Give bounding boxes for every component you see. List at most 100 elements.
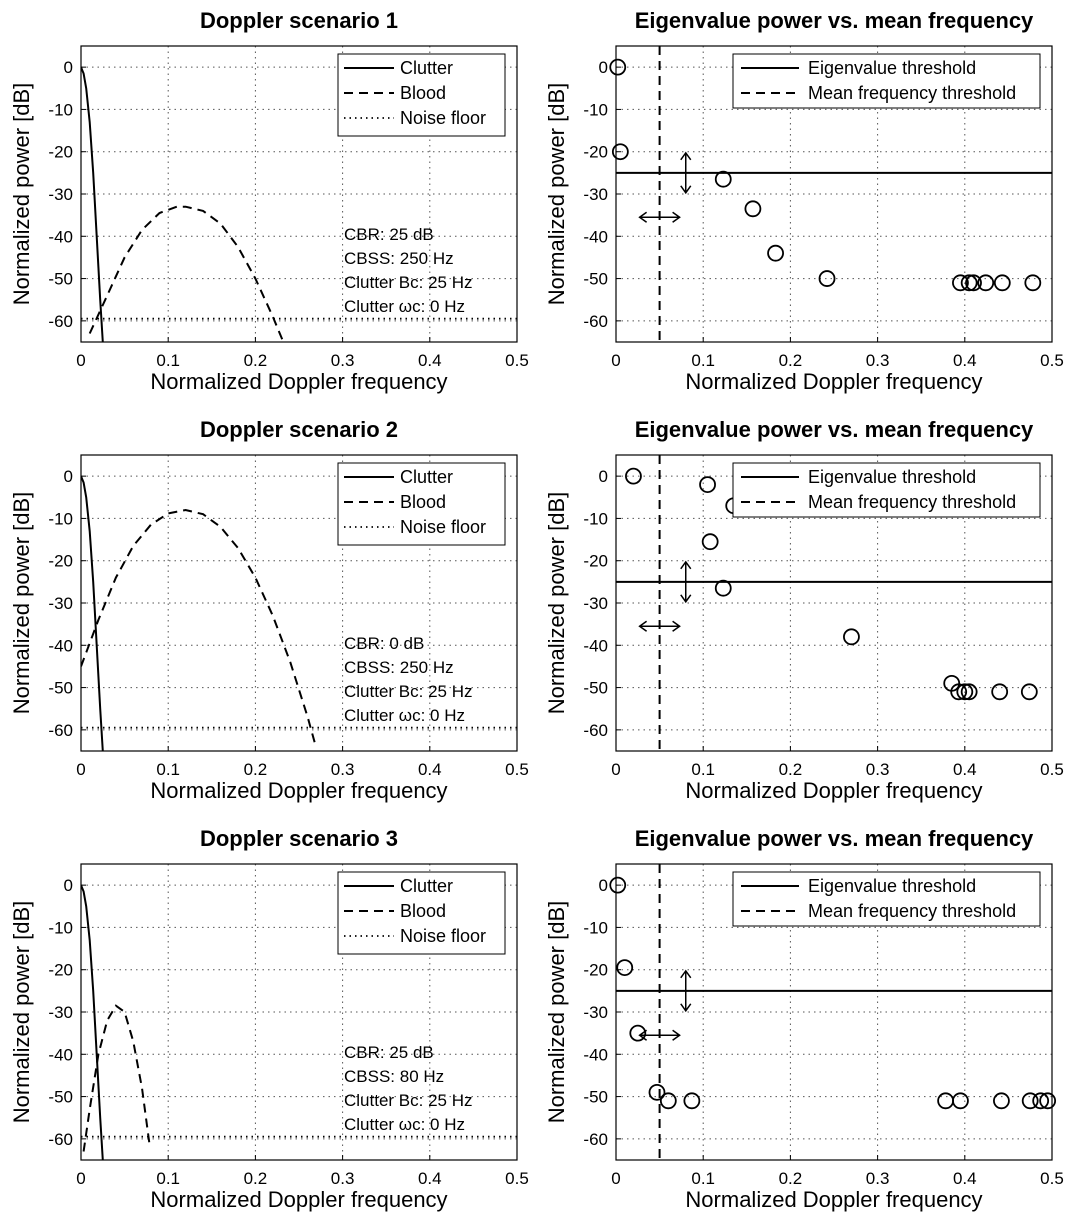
legend-label-eigenvalue-threshold: Eigenvalue threshold <box>808 58 976 78</box>
eigenvalue-marker <box>952 1092 969 1110</box>
eigenvalue-marker <box>991 683 1009 701</box>
legend-label-noise-floor: Noise floor <box>400 108 486 128</box>
y-tick-label: -20 <box>48 143 73 162</box>
x-tick-label: 0.1 <box>156 351 180 370</box>
x-tick-label: 0.5 <box>505 351 529 370</box>
y-tick-label: -50 <box>583 1088 608 1107</box>
legend-label-mean-frequency-threshold: Mean frequency threshold <box>808 83 1016 103</box>
x-tick-label: 0.2 <box>779 351 803 370</box>
eigenvalue-marker <box>960 683 978 701</box>
y-tick-label: -20 <box>48 961 73 980</box>
y-tick-label: -30 <box>583 185 608 204</box>
eigenvalue-marker <box>609 876 627 894</box>
legend <box>732 871 1041 927</box>
axes-frame <box>615 863 1053 1161</box>
x-tick-label: 0.5 <box>1040 1169 1064 1188</box>
y-tick-label: 0 <box>599 876 608 895</box>
y-tick-label: -30 <box>583 594 608 613</box>
legend-label-mean-frequency-threshold: Mean frequency threshold <box>808 492 1016 512</box>
y-tick-label: -50 <box>583 679 608 698</box>
series-line-clutter <box>81 475 104 751</box>
panel-doppler-scenario-1: 0 0.1 0.2 0.3 0.4 0.5 0 -10 -20 -30 -40 -50 -60 Doppl… <box>9 8 529 394</box>
y-tick-label: -60 <box>583 312 608 331</box>
y-tick-label: -10 <box>48 100 73 119</box>
legend-label-blood: Blood <box>400 83 446 103</box>
axes-frame <box>615 45 1053 343</box>
chart-title: Eigenvalue power vs. mean frequency <box>635 8 1034 33</box>
eigenvalue-marker <box>843 628 860 646</box>
chart-title: Doppler scenario 1 <box>200 8 398 33</box>
legend <box>732 53 1041 109</box>
x-tick-label: 0.5 <box>1040 760 1064 779</box>
x-tick-label: 0.3 <box>866 1169 890 1188</box>
eigenvalue-marker <box>714 579 732 597</box>
eigenvalue-marker <box>616 959 634 976</box>
legend-label-noise-floor: Noise floor <box>400 517 486 537</box>
annotation-cbr: CBR: 25 dB <box>344 225 434 244</box>
panel-eigenvalue-3: 0 0.1 0.2 0.3 0.4 0.5 0 -10 -20 -30 -40 -50 -60 Eigen… <box>544 826 1064 1212</box>
horizontal-arrowheads <box>638 1029 681 1041</box>
eigenvalue-marker <box>1024 274 1042 292</box>
x-tick-label: 0 <box>611 760 620 779</box>
y-tick-label: -20 <box>48 552 73 571</box>
y-tick-label: -60 <box>48 312 73 331</box>
annotation-clutter-center: Clutter ωc: 0 Hz <box>344 1115 465 1134</box>
annotation-cbss: CBSS: 250 Hz <box>344 249 454 268</box>
panel-doppler-scenario-2: 0 0.1 0.2 0.3 0.4 0.5 0 -10 -20 -30 -40 -50 -60 Doppl… <box>9 417 529 803</box>
x-tick-label: 0.4 <box>953 760 977 779</box>
legend <box>337 462 506 546</box>
horizontal-arrowheads <box>638 620 681 632</box>
eigenvalue-marker <box>699 476 716 494</box>
data-layer <box>616 46 1052 342</box>
legend-label-clutter: Clutter <box>400 58 453 78</box>
y-axis-label: Normalized power [dB] <box>9 492 34 715</box>
x-tick-label: 0.4 <box>418 760 442 779</box>
y-tick-label: -40 <box>583 636 608 655</box>
y-tick-label: -40 <box>583 227 608 246</box>
x-tick-label: 0 <box>611 351 620 370</box>
axes-frame <box>80 454 518 752</box>
horizontal-arrowheads <box>638 211 681 223</box>
annotation-clutter-bandwidth: Clutter Bc: 25 Hz <box>344 273 473 292</box>
y-tick-label: -60 <box>48 1130 73 1149</box>
y-tick-label: -10 <box>48 509 73 528</box>
eigenvalue-marker <box>1020 683 1038 701</box>
x-axis-label: Normalized Doppler frequency <box>685 1187 982 1212</box>
eigenvalue-marker <box>977 274 995 292</box>
eigenvalue-marker <box>714 170 732 188</box>
legend-label-blood: Blood <box>400 901 446 921</box>
annotation-cbr: CBR: 0 dB <box>344 634 424 653</box>
eigenvalue-marker <box>1032 1092 1050 1110</box>
y-tick-label: -40 <box>48 1045 73 1064</box>
legend-label-eigenvalue-threshold: Eigenvalue threshold <box>808 876 976 896</box>
y-tick-label: -50 <box>48 1088 73 1107</box>
y-tick-label: -20 <box>583 143 608 162</box>
y-tick-label: 0 <box>599 467 608 486</box>
x-axis-label: Normalized Doppler frequency <box>150 1187 447 1212</box>
x-tick-label: 0.4 <box>953 351 977 370</box>
eigenvalue-marker <box>629 1024 647 1042</box>
y-tick-label: -40 <box>583 1045 608 1064</box>
eigenvalue-marker <box>993 1092 1010 1110</box>
x-tick-label: 0.5 <box>1040 351 1064 370</box>
y-tick-label: -10 <box>583 918 608 937</box>
legend <box>337 53 506 137</box>
eigenvalue-marker <box>683 1092 701 1110</box>
vertical-arrowheads <box>680 560 692 604</box>
x-tick-label: 0.1 <box>691 760 715 779</box>
y-tick-label: -40 <box>48 227 73 246</box>
x-tick-label: 0.1 <box>156 1169 180 1188</box>
x-tick-label: 0.3 <box>331 351 355 370</box>
data-layer <box>616 864 1052 1160</box>
panel-eigenvalue-2: 0 0.1 0.2 0.3 0.4 0.5 0 -10 -20 -30 -40 -50 -60 Eigen… <box>544 417 1064 803</box>
y-tick-label: 0 <box>64 876 73 895</box>
y-axis-label: Normalized power [dB] <box>9 83 34 306</box>
plot-area: 0 0.1 0.2 0.3 0.4 0.5 0 -10 -20 -30 -40 -50 -60 <box>48 863 529 1188</box>
eigenvalue-marker <box>648 1083 666 1101</box>
series-line-blood <box>88 205 285 342</box>
x-axis-label: Normalized Doppler frequency <box>685 369 982 394</box>
series-line-blood <box>81 508 316 743</box>
annotation-clutter-bandwidth: Clutter Bc: 25 Hz <box>344 682 473 701</box>
x-tick-label: 0 <box>76 760 85 779</box>
x-tick-label: 0.1 <box>691 351 715 370</box>
